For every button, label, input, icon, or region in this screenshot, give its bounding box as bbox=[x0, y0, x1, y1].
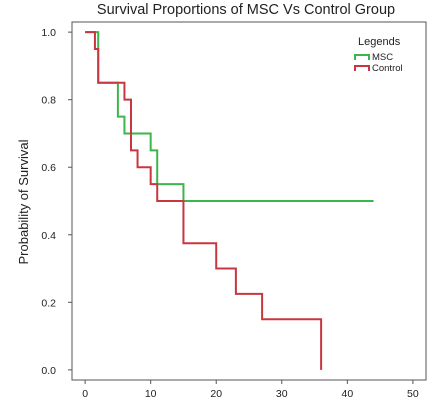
series-line-msc bbox=[85, 31, 374, 202]
y-tick-label: 0.4 bbox=[41, 230, 56, 242]
x-tick-label: 0 bbox=[82, 388, 88, 400]
x-axis-ticks: 0 10 20 30 40 50 bbox=[82, 380, 419, 400]
x-tick-label: 10 bbox=[145, 388, 157, 400]
y-tick-label: 0.8 bbox=[41, 95, 56, 107]
legend-label-msc: MSC bbox=[372, 52, 393, 63]
legend-swatch-msc bbox=[354, 54, 370, 60]
y-tick-label: 0.6 bbox=[41, 162, 56, 174]
y-tick-label: 1.0 bbox=[41, 27, 56, 39]
y-axis-ticks: 0.0 0.2 0.4 0.6 0.8 1.0 bbox=[41, 27, 72, 377]
series-line-control bbox=[85, 31, 323, 370]
x-tick-label: 20 bbox=[210, 388, 222, 400]
legend-title: Legends bbox=[358, 36, 401, 48]
x-tick-label: 40 bbox=[341, 388, 353, 400]
x-tick-label: 50 bbox=[407, 388, 419, 400]
legend-label-control: Control bbox=[372, 63, 403, 74]
y-axis-label: Probability of Survival bbox=[16, 139, 31, 264]
series-layer bbox=[85, 31, 374, 370]
legend-swatch-control bbox=[354, 65, 370, 71]
y-tick-label: 0.0 bbox=[41, 365, 56, 377]
plot-frame bbox=[71, 21, 427, 381]
y-tick-label: 0.2 bbox=[41, 297, 56, 309]
x-tick-label: 30 bbox=[276, 388, 288, 400]
chart-title: Survival Proportions of MSC Vs Control G… bbox=[97, 2, 395, 18]
